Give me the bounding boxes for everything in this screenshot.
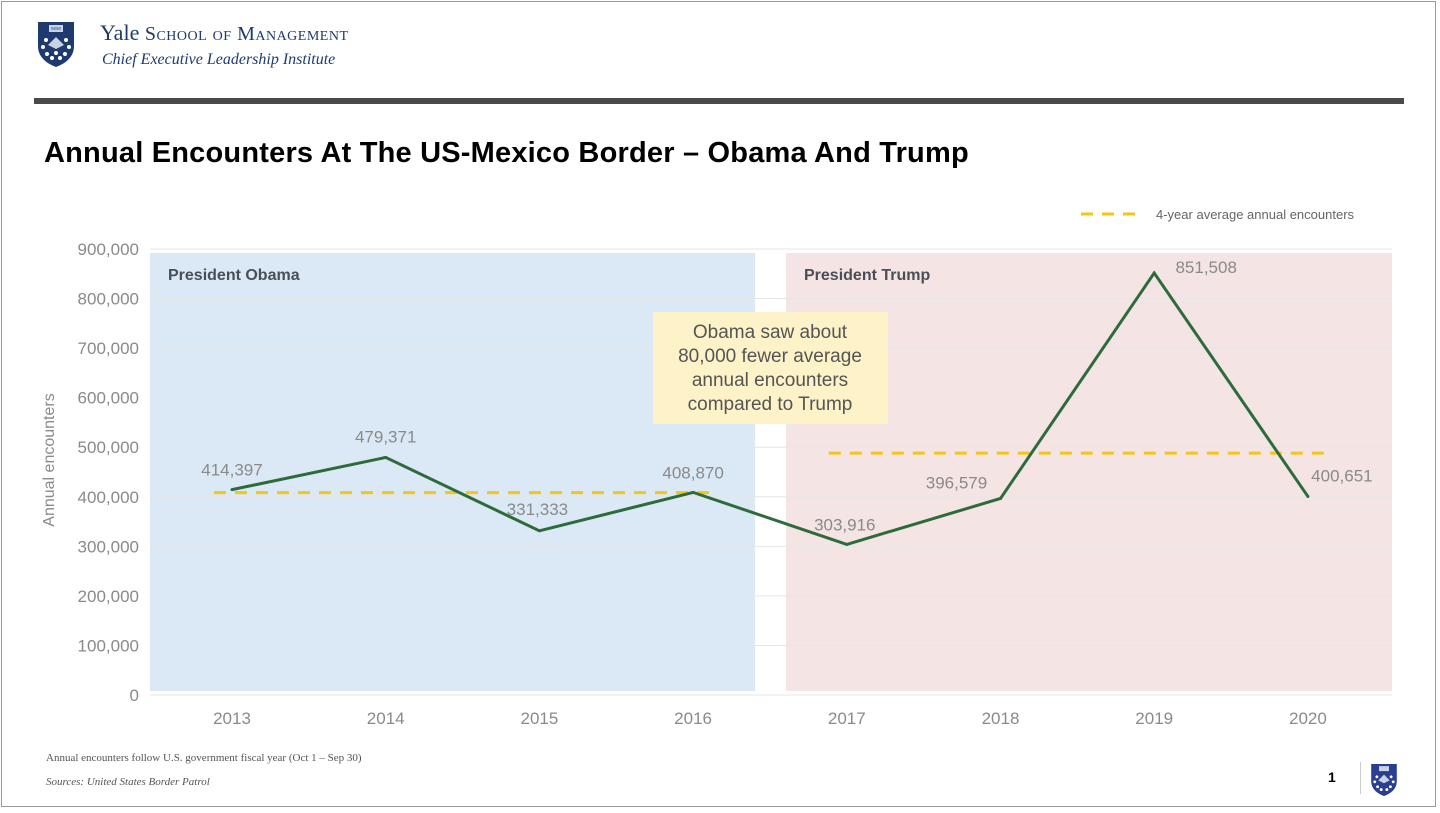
y-tick-label: 400,000	[78, 488, 139, 507]
header-divider	[34, 98, 1404, 104]
y-tick-label: 700,000	[78, 339, 139, 358]
org-name-rest: School of Management	[144, 23, 349, 45]
y-tick-label: 100,000	[78, 636, 139, 655]
data-point	[845, 542, 849, 546]
data-label: 400,651	[1311, 466, 1372, 485]
y-tick-label: 900,000	[78, 240, 139, 259]
y-tick-label: 200,000	[78, 587, 139, 606]
y-tick-label: 500,000	[78, 438, 139, 457]
x-tick-label: 2019	[1135, 709, 1173, 728]
annotation-box	[653, 312, 888, 424]
annotation-text: annual encounters	[692, 370, 848, 391]
slide-title: Annual Encounters At The US-Mexico Borde…	[44, 137, 969, 169]
y-tick-label: 600,000	[78, 389, 139, 408]
x-tick-label: 2014	[367, 709, 405, 728]
org-name-main: Yale	[100, 20, 140, 45]
data-label: 303,916	[814, 515, 875, 534]
y-axis-label: Annual encounters	[41, 393, 58, 526]
data-point	[537, 529, 541, 533]
footnote: Annual encounters follow U.S. government…	[46, 752, 362, 764]
x-tick-label: 2020	[1289, 709, 1327, 728]
data-label: 851,508	[1175, 258, 1236, 277]
band-label: President Obama	[168, 267, 300, 284]
y-tick-label: 0	[130, 686, 139, 705]
y-tick-label: 300,000	[78, 537, 139, 556]
data-label: 408,870	[662, 463, 723, 482]
data-point	[1306, 494, 1310, 498]
org-name: Yale School of Management	[100, 20, 349, 46]
annotation-text: Obama saw about	[693, 322, 848, 343]
data-label: 414,397	[201, 461, 262, 480]
x-tick-label: 2013	[213, 709, 251, 728]
org-subtitle: Chief Executive Leadership Institute	[102, 51, 336, 68]
series-line	[231, 270, 1310, 546]
x-tick-label: 2017	[828, 709, 866, 728]
footer-divider	[1360, 762, 1361, 794]
data-point	[230, 488, 234, 492]
annotation-text: 80,000 fewer average	[678, 346, 862, 367]
band-label: President Trump	[804, 267, 930, 284]
x-tick-label: 2016	[674, 709, 712, 728]
data-point	[1152, 271, 1156, 275]
data-label: 331,333	[507, 500, 568, 519]
page-number: 1	[1328, 769, 1336, 785]
data-label: 396,579	[926, 473, 987, 492]
data-point	[999, 496, 1002, 500]
legend-label: 4-year average annual encounters	[1156, 207, 1355, 222]
y-tick-label: 800,000	[78, 290, 139, 309]
source-note: Sources: United States Border Patrol	[46, 776, 210, 788]
data-point	[691, 490, 695, 494]
data-label: 479,371	[355, 427, 416, 446]
x-tick-label: 2018	[982, 709, 1020, 728]
annotation-text: compared to Trump	[688, 394, 853, 415]
yale-shield-icon	[38, 22, 74, 67]
yale-shield-icon-small	[1371, 764, 1397, 796]
data-point	[384, 455, 388, 459]
x-tick-label: 2015	[520, 709, 558, 728]
